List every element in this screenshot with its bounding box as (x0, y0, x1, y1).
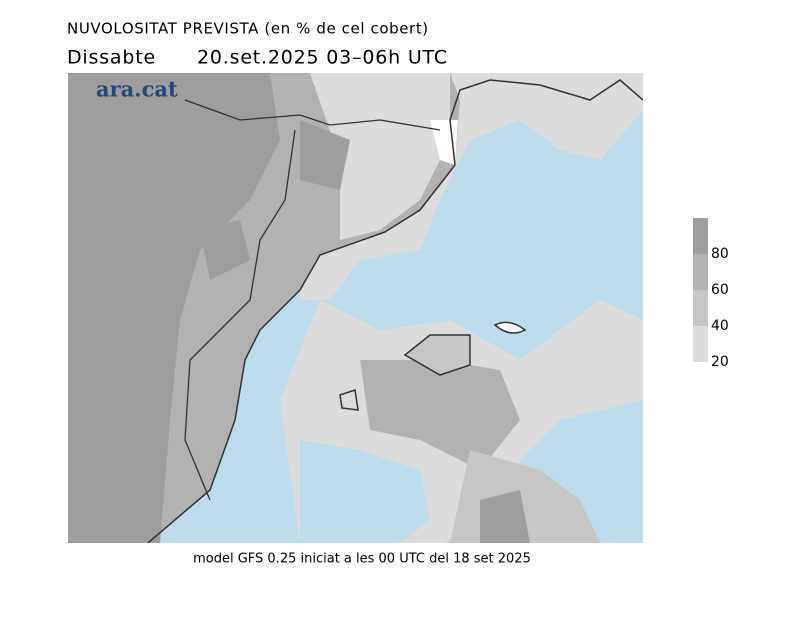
colorbar-tick-label: 60 (711, 282, 729, 298)
colorbar-segment (693, 218, 708, 254)
title: NUVOLOSITAT PREVISTA (en % de cel cobert… (67, 20, 429, 38)
period: 20.set.2025 03–06h UTC (197, 47, 448, 69)
colorbar-segment (693, 254, 708, 290)
colorbar-tick-label: 40 (711, 318, 729, 334)
footer: model GFS 0.25 iniciat a les 00 UTC del … (193, 552, 531, 567)
logo: ara.cat (96, 77, 178, 102)
colorbar: 20 40 60 80 (693, 218, 729, 370)
map (68, 73, 643, 543)
colorbar-tick-label: 80 (711, 246, 729, 262)
colorbar-tick-label: 20 (711, 354, 729, 370)
day: Dissabte (67, 47, 156, 69)
colorbar-segment (693, 326, 708, 362)
colorbar-segment (693, 290, 708, 326)
